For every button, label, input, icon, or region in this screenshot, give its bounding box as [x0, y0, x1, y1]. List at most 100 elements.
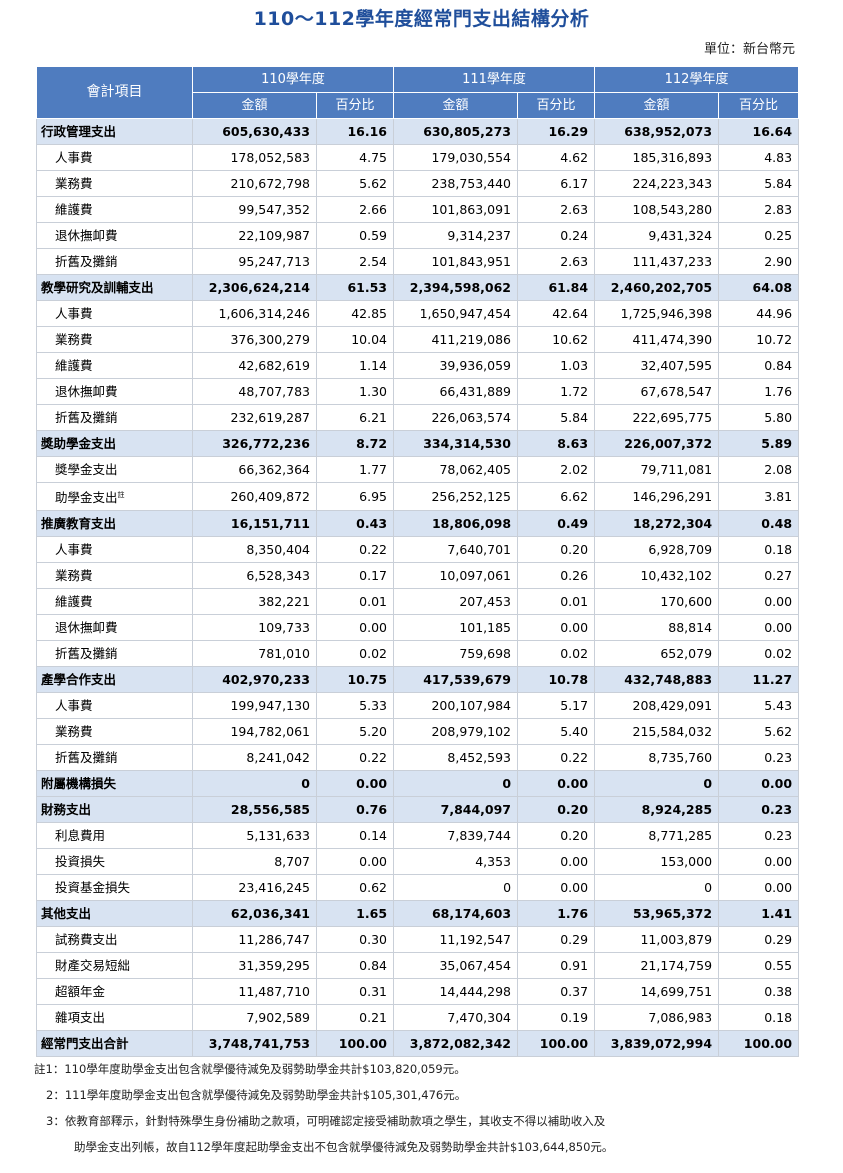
amount-cell: 11,286,747 [192, 926, 317, 954]
percent-cell: 8.72 [315, 430, 395, 457]
amount-cell: 23,416,245 [192, 874, 317, 902]
table-row: 折舊及攤銷 781,010 0.02 759,698 0.02 652,079 0.02 [36, 640, 800, 668]
amount-cell: 10,432,102 [594, 562, 720, 590]
percent-cell: 0.00 [517, 848, 596, 876]
amount-cell: 101,863,091 [393, 196, 519, 223]
amount-cell: 238,753,440 [393, 170, 519, 197]
category-row: 推廣教育支出 16,151,711 0.43 18,806,098 0.49 18,272… [36, 510, 800, 538]
percent-cell: 0.22 [315, 536, 395, 564]
amount-cell: 21,174,759 [594, 952, 720, 980]
percent-cell: 16.16 [315, 118, 395, 145]
amount-cell: 88,814 [594, 614, 720, 642]
amount-cell: 208,979,102 [393, 718, 519, 746]
row-label: 其他支出 [36, 900, 193, 928]
amount-cell: 146,296,291 [594, 481, 720, 512]
amount-cell: 108,543,280 [594, 196, 720, 223]
amount-cell: 652,079 [594, 640, 720, 668]
row-label: 超額年金 [36, 978, 193, 1006]
category-row: 教學研究及訓輔支出 2,306,624,214 61.53 2,394,598,062… [36, 274, 800, 301]
table-row: 人事費 8,350,404 0.22 7,640,701 0.20 6,928,709 0.… [36, 536, 800, 564]
header-percent: 百分比 [315, 92, 395, 119]
table-row: 折舊及攤銷 95,247,713 2.54 101,843,951 2.63 111,43… [36, 248, 800, 275]
footnote-marker: 註 [117, 491, 125, 499]
percent-cell: 0.20 [517, 796, 596, 824]
amount-cell: 101,185 [393, 614, 519, 642]
row-label-text: 人事費 [55, 306, 93, 321]
percent-cell: 0.76 [315, 796, 395, 824]
amount-cell: 326,772,236 [192, 430, 317, 457]
row-label-text: 折舊及攤銷 [55, 750, 118, 766]
row-label: 退休撫卹費 [36, 614, 193, 642]
table-row: 業務費 376,300,279 10.04 411,219,086 10.62 411,4… [36, 326, 800, 353]
amount-cell: 417,539,679 [393, 666, 519, 694]
percent-cell: 10.75 [315, 666, 395, 694]
header-percent: 百分比 [517, 92, 596, 119]
row-label: 投資損失 [36, 848, 193, 876]
header-amount: 金額 [393, 92, 519, 119]
amount-cell: 7,844,097 [393, 796, 519, 824]
amount-cell: 31,359,295 [192, 952, 317, 980]
page-title: 110～112學年度經常門支出結構分析 [253, 8, 590, 30]
row-label-text: 獎學金支出 [55, 462, 118, 477]
amount-cell: 16,151,711 [192, 510, 317, 538]
amount-cell: 95,247,713 [192, 248, 317, 275]
table-row: 業務費 210,672,798 5.62 238,753,440 6.17 224,223… [36, 170, 800, 197]
percent-cell: 10.72 [718, 326, 800, 353]
amount-cell: 7,086,983 [594, 1004, 720, 1032]
amount-cell: 226,063,574 [393, 404, 519, 431]
amount-cell: 9,314,237 [393, 222, 519, 249]
row-label-text: 業務費 [55, 332, 93, 347]
row-label: 經常門支出合計 [36, 1030, 193, 1058]
percent-cell: 0.62 [315, 874, 395, 902]
table-row: 人事費 1,606,314,246 42.85 1,650,947,454 42.64 1… [36, 300, 800, 327]
amount-cell: 178,052,583 [192, 144, 317, 171]
percent-cell: 0.23 [718, 822, 800, 850]
percent-cell: 8.63 [517, 430, 596, 457]
percent-cell: 0.00 [517, 874, 596, 902]
percent-cell: 5.33 [315, 692, 395, 720]
percent-cell: 2.83 [718, 196, 800, 223]
percent-cell: 64.08 [718, 274, 800, 301]
percent-cell: 16.64 [718, 118, 800, 145]
row-label: 推廣教育支出 [36, 510, 193, 538]
amount-cell: 66,431,889 [393, 378, 519, 405]
percent-cell: 0.59 [315, 222, 395, 249]
amount-cell: 0 [393, 770, 519, 798]
percent-cell: 100.00 [517, 1030, 596, 1058]
percent-cell: 3.81 [718, 481, 800, 512]
percent-cell: 0.01 [517, 588, 596, 616]
percent-cell: 42.64 [517, 300, 596, 327]
row-label-text: 教學研究及訓輔支出 [41, 280, 154, 295]
percent-cell: 0.14 [315, 822, 395, 850]
percent-cell: 1.03 [517, 352, 596, 379]
percent-cell: 5.17 [517, 692, 596, 720]
row-label-text: 超額年金 [55, 984, 106, 1000]
percent-cell: 0.27 [718, 562, 800, 590]
percent-cell: 0.00 [517, 614, 596, 642]
row-label: 折舊及攤銷 [36, 640, 193, 668]
row-label-text: 維護費 [55, 594, 93, 610]
percent-cell: 2.90 [718, 248, 800, 275]
amount-cell: 222,695,775 [594, 404, 720, 431]
amount-cell: 2,306,624,214 [192, 274, 317, 301]
table-row: 退休撫卹費 22,109,987 0.59 9,314,237 0.24 9,431,32… [36, 222, 800, 249]
row-label-text: 投資基金損失 [55, 880, 131, 896]
category-row: 產學合作支出 402,970,233 10.75 417,539,679 10.78 43… [36, 666, 800, 694]
percent-cell: 6.62 [517, 481, 596, 512]
percent-cell: 6.17 [517, 170, 596, 197]
percent-cell: 100.00 [315, 1030, 395, 1058]
table-row: 投資損失 8,707 0.00 4,353 0.00 153,000 0.00 [36, 848, 800, 876]
header-year-110: 110學年度 [191, 66, 395, 93]
percent-cell: 0.38 [718, 978, 800, 1006]
amount-cell: 18,806,098 [393, 510, 519, 538]
table-row: 維護費 99,547,352 2.66 101,863,091 2.63 108,543,… [36, 196, 800, 223]
amount-cell: 3,748,741,753 [192, 1030, 317, 1058]
amount-cell: 3,839,072,994 [594, 1030, 720, 1058]
table-row: 獎學金支出 66,362,364 1.77 78,062,405 2.02 79,711,… [36, 456, 800, 483]
table-row: 財產交易短絀 31,359,295 0.84 35,067,454 0.91 21,174… [36, 952, 800, 980]
percent-cell: 0.00 [718, 848, 800, 876]
percent-cell: 0.00 [718, 874, 800, 902]
amount-cell: 411,219,086 [393, 326, 519, 353]
table-row: 試務費支出 11,286,747 0.30 11,192,547 0.29 11,003,… [36, 926, 800, 954]
percent-cell: 1.72 [517, 378, 596, 405]
